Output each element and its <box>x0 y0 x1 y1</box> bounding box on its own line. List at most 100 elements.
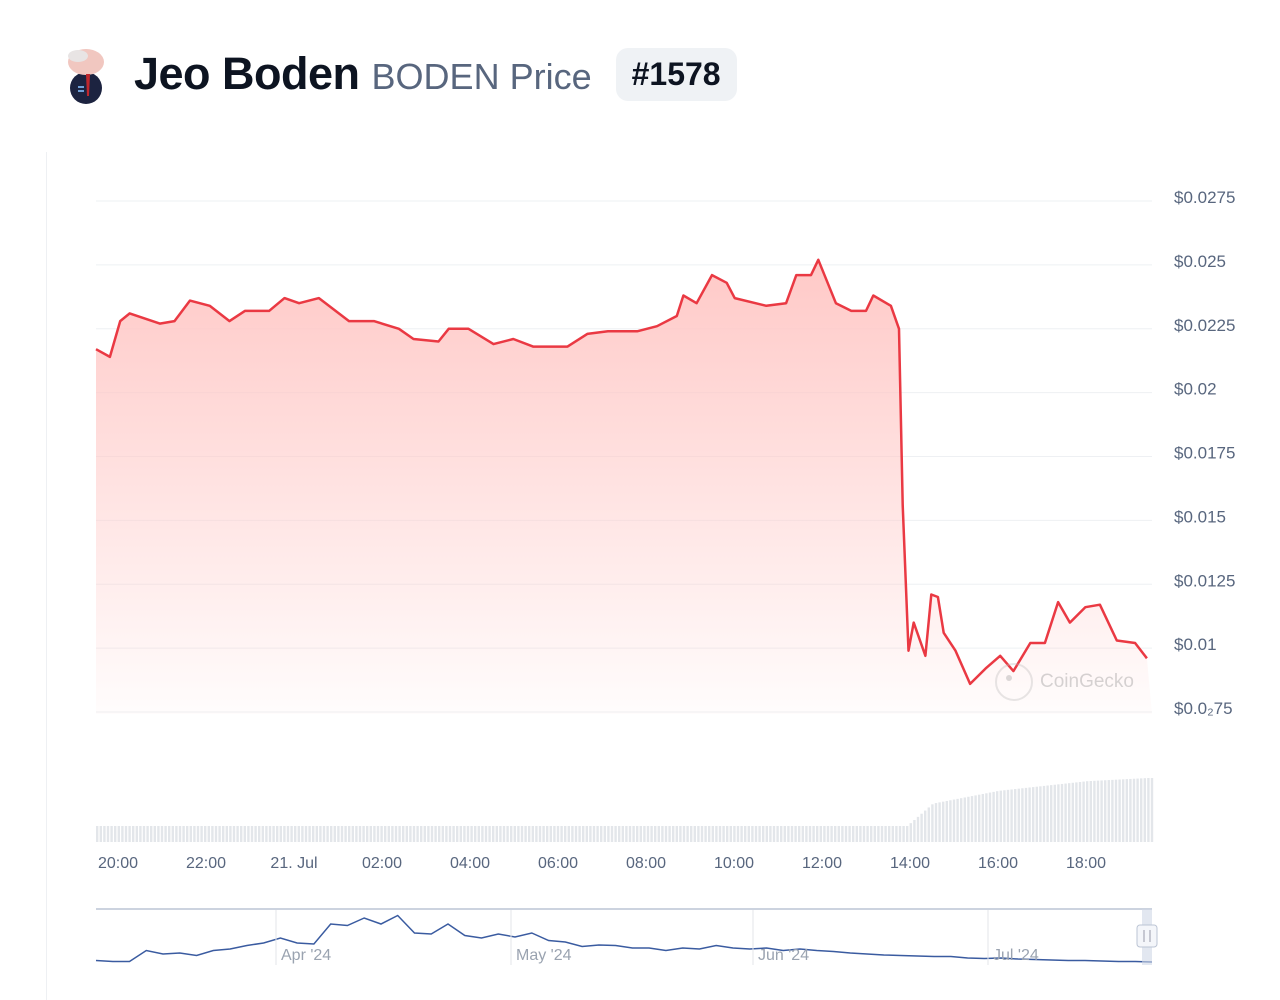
volume-bar <box>261 826 264 842</box>
navigator-handle[interactable] <box>1136 924 1158 948</box>
volume-bar <box>297 826 300 842</box>
divider <box>46 152 47 1000</box>
volume-bar <box>538 826 542 842</box>
volume-bar <box>801 826 804 842</box>
volume-bar <box>700 826 704 842</box>
volume-bar <box>765 826 768 842</box>
volume-bar <box>837 826 840 842</box>
volume-bar <box>135 826 138 842</box>
volume-bar <box>938 802 941 842</box>
volume-bar <box>880 826 884 842</box>
volume-bar <box>492 826 495 842</box>
volume-bar <box>283 826 286 842</box>
volume-bar <box>884 826 887 842</box>
volume-bar <box>870 826 873 842</box>
volume-bar <box>517 826 520 842</box>
volume-bar <box>697 826 700 842</box>
navigator-month-label: Jul '24 <box>993 947 1039 964</box>
volume-bar <box>1136 778 1139 842</box>
volume-bar <box>747 826 750 842</box>
volume-bar <box>974 795 977 842</box>
jeo-boden-logo-icon <box>68 49 104 104</box>
y-tick-label: $0.0175 <box>1174 444 1235 463</box>
volume-bar <box>812 826 815 842</box>
volume-bar <box>236 826 239 842</box>
volume-bar <box>1147 778 1150 842</box>
volume-bar <box>510 826 513 842</box>
volume-bar <box>877 826 880 842</box>
volume-bar <box>132 826 135 842</box>
volume-bar <box>535 826 538 842</box>
volume-bar <box>945 800 948 842</box>
volume-bar <box>873 826 876 842</box>
volume-bar <box>434 826 437 842</box>
volume-bar <box>740 826 743 842</box>
volume-bar <box>952 799 956 842</box>
volume-bar <box>214 826 218 842</box>
volume-bar <box>189 826 192 842</box>
y-tick-label: $0.0125 <box>1174 571 1235 590</box>
volume-bar <box>247 826 250 842</box>
volume-bar <box>528 826 531 842</box>
x-tick-label: 18:00 <box>1066 855 1106 872</box>
navigator-month-label: Apr '24 <box>281 947 331 964</box>
price-area <box>96 259 1152 714</box>
volume-bar <box>240 826 243 842</box>
volume-bar <box>243 826 246 842</box>
volume-bar <box>160 826 164 842</box>
volume-bar <box>646 826 650 842</box>
volume-bar <box>373 826 376 842</box>
volume-bar <box>153 826 156 842</box>
volume-bar <box>1017 788 1020 842</box>
volume-bar <box>708 826 711 842</box>
volume-bar <box>1064 783 1067 842</box>
rank-badge: #1578 <box>615 47 737 101</box>
volume-bar <box>452 826 455 842</box>
volume-bar <box>679 826 682 842</box>
volume-bar <box>477 826 480 842</box>
volume-bar <box>956 798 959 842</box>
volume-bar <box>988 792 992 842</box>
volume-bar <box>866 826 869 842</box>
volume-bar <box>967 796 970 842</box>
volume-bar <box>686 826 689 842</box>
volume-bar <box>1086 781 1089 842</box>
volume-bar <box>1132 778 1136 842</box>
volume-bar <box>128 826 131 842</box>
volume-bar <box>466 826 470 842</box>
volume-bar <box>366 826 369 842</box>
volume-bar <box>142 826 146 842</box>
volume-bar <box>1071 782 1074 842</box>
y-tick-label: $0.0225 <box>1174 316 1235 335</box>
volume-bar <box>848 826 851 842</box>
volume-bar <box>762 826 765 842</box>
x-tick-label: 20:00 <box>98 855 138 872</box>
volume-bar <box>337 826 340 842</box>
volume-bar <box>625 826 628 842</box>
price-line <box>95 258 1148 686</box>
volume-bar <box>632 826 635 842</box>
volume-bar <box>556 826 560 842</box>
x-tick-label: 08:00 <box>626 855 666 872</box>
x-tick-label: 04:00 <box>450 855 490 872</box>
volume-bar <box>913 820 916 842</box>
volume-bar <box>474 826 477 842</box>
volume-bar <box>265 826 268 842</box>
volume-bar <box>376 826 380 842</box>
volume-bar <box>1003 790 1006 842</box>
volume-bar <box>819 826 822 842</box>
coingecko-watermark: CoinGecko <box>995 663 1134 701</box>
volume-bar <box>585 826 588 842</box>
volume-bar <box>960 798 963 842</box>
volume-bar <box>308 826 311 842</box>
volume-bar <box>830 826 833 842</box>
volume-bar <box>178 826 182 842</box>
volume-bar <box>384 826 387 842</box>
y-tick-label: $0.01 <box>1174 635 1217 654</box>
coin-header: Jeo Boden BODEN Price #1578 <box>56 44 737 104</box>
volume-bar <box>808 826 812 842</box>
volume-bar <box>560 826 563 842</box>
volume-bar <box>643 826 646 842</box>
volume-bar <box>729 826 732 842</box>
